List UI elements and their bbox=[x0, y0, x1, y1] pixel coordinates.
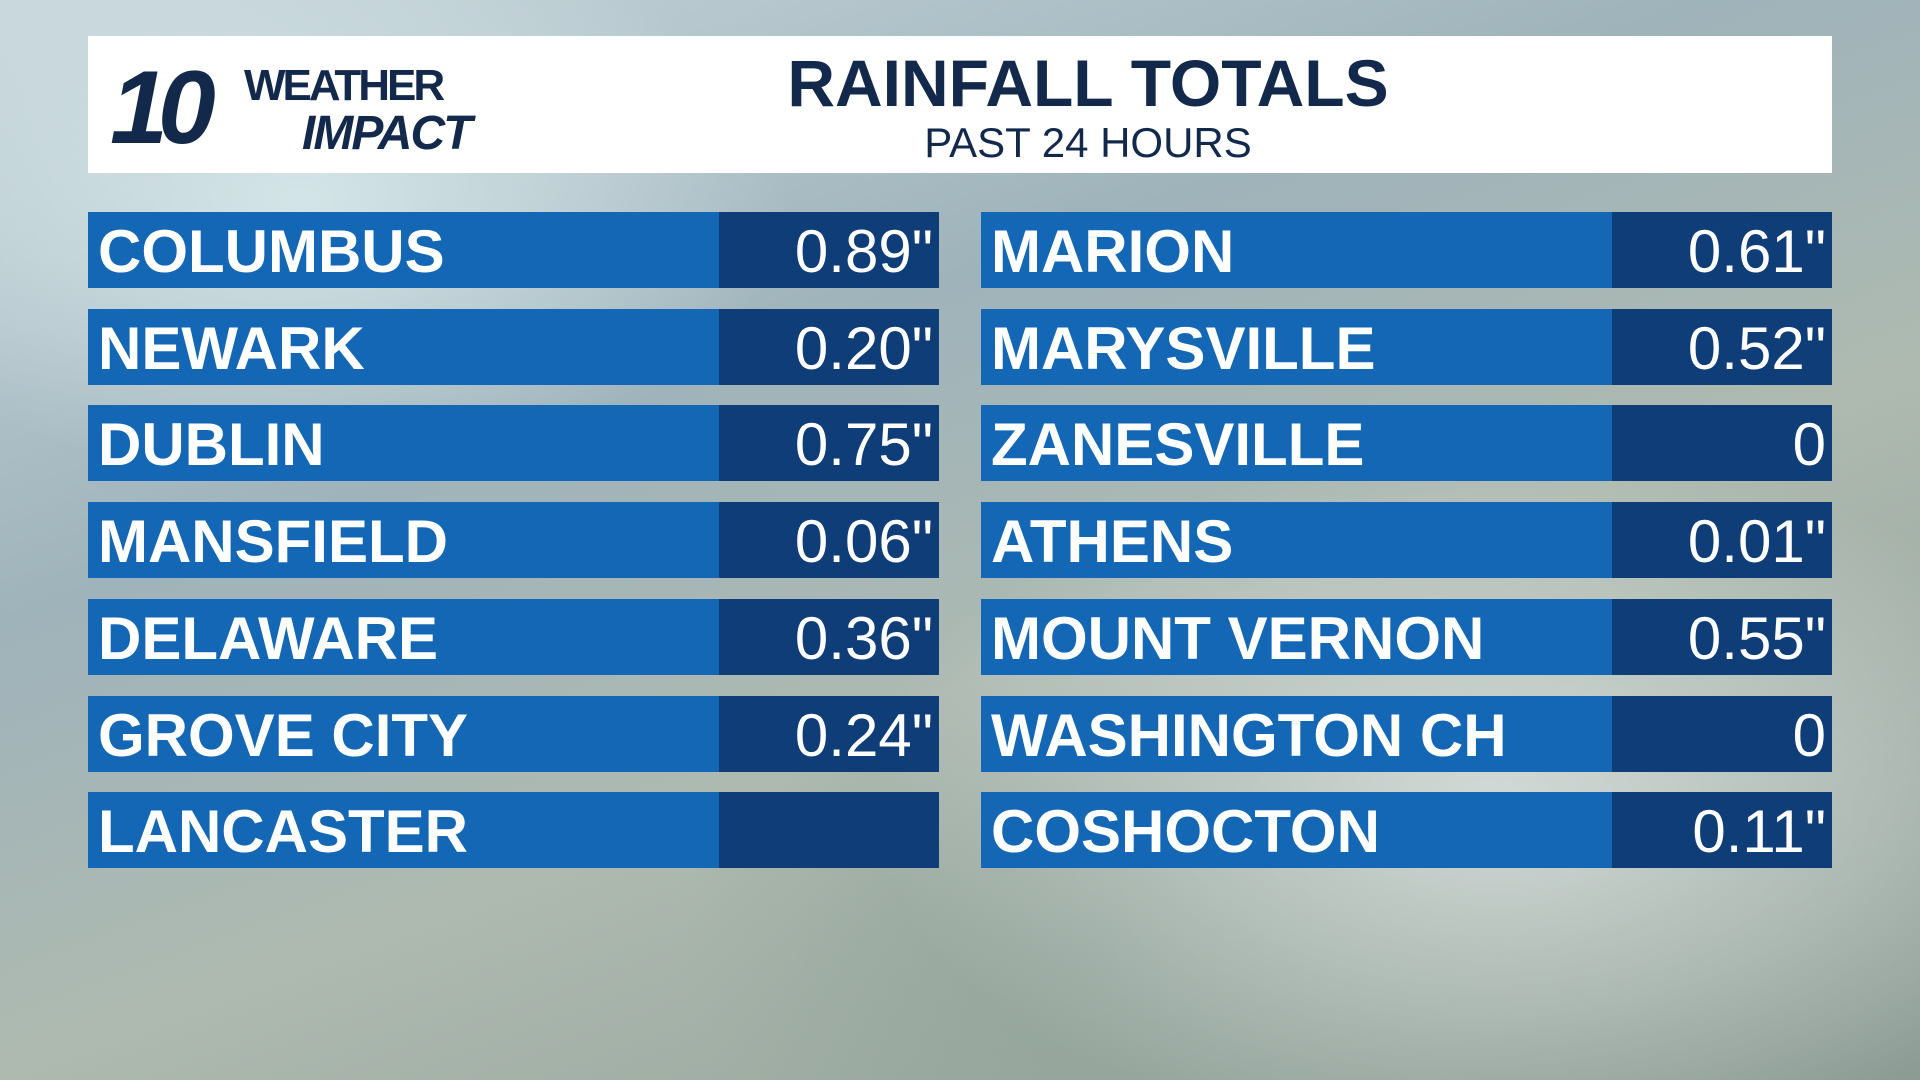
rain-total: 0.75" bbox=[794, 411, 933, 479]
table-row: MOUNT VERNON 0.55" bbox=[981, 598, 1832, 675]
rain-total: 0.55" bbox=[1687, 604, 1826, 672]
value-box: 0.01" bbox=[1612, 502, 1832, 579]
city-name: NEWARK bbox=[98, 314, 365, 382]
city-name: MARION bbox=[991, 218, 1235, 285]
rain-total: 0.61" bbox=[1687, 218, 1826, 285]
table-row: DUBLIN 0.75" bbox=[88, 405, 939, 482]
value-box: 0.89" bbox=[719, 212, 939, 288]
table-row: ATHENS 0.01" bbox=[981, 502, 1832, 579]
rain-total: 0.20" bbox=[794, 314, 933, 382]
rain-total: 0 bbox=[1792, 411, 1826, 479]
rain-total: 0 bbox=[1792, 701, 1826, 769]
value-box: 0.61" bbox=[1612, 212, 1832, 288]
city-name: COLUMBUS bbox=[98, 218, 445, 285]
logo-text: IMPACT bbox=[302, 107, 472, 160]
city-name: DELAWARE bbox=[98, 604, 439, 672]
rain-total: 0.01" bbox=[1687, 508, 1826, 576]
rain-total: 0.11" bbox=[1692, 798, 1826, 866]
logo-text: WEATHER bbox=[244, 61, 445, 110]
city-name: LANCASTER bbox=[98, 798, 468, 866]
table-row: ZANESVILLE 0 bbox=[981, 405, 1832, 482]
value-box: 0 bbox=[1612, 405, 1832, 482]
header: 10 WEATHER IMPACT RAINFALL TOTALS PAST 2… bbox=[88, 36, 1832, 173]
city-name: ATHENS bbox=[991, 508, 1234, 576]
table-row: WASHINGTON CH 0 bbox=[981, 695, 1832, 772]
city-name: WASHINGTON CH bbox=[991, 701, 1507, 769]
rain-total: 0.36" bbox=[794, 604, 933, 672]
table-row: MARYSVILLE 0.52" bbox=[981, 308, 1832, 385]
value-box: 0.24" bbox=[719, 695, 939, 772]
city-name: DUBLIN bbox=[98, 411, 325, 479]
value-box: 0.52" bbox=[1612, 308, 1832, 385]
value-box: 0.20" bbox=[719, 308, 939, 385]
table-row: COLUMBUS 0.89" bbox=[88, 212, 939, 288]
table-row: NEWARK 0.20" bbox=[88, 308, 939, 385]
city-name: MANSFIELD bbox=[98, 508, 448, 576]
rain-total: 0.89" bbox=[794, 218, 933, 285]
table-row: DELAWARE 0.36" bbox=[88, 598, 939, 675]
value-box: 0.06" bbox=[719, 502, 939, 579]
rain-total: 0.52" bbox=[1687, 314, 1826, 382]
title: RAINFALL TOTALS bbox=[787, 46, 1389, 120]
rain-total: 0.06" bbox=[794, 508, 933, 576]
city-name: MARYSVILLE bbox=[991, 314, 1376, 382]
value-box: 0.75" bbox=[719, 405, 939, 482]
value-box: 0.36" bbox=[719, 598, 939, 675]
city-name: MOUNT VERNON bbox=[991, 604, 1485, 672]
rain-total: 0.24" bbox=[794, 701, 933, 769]
city-name: GROVE CITY bbox=[98, 701, 469, 769]
value-box: 0 bbox=[1612, 695, 1832, 772]
value-box: 0.55" bbox=[1612, 598, 1832, 675]
table-row: COSHOCTON 0.11" bbox=[981, 792, 1832, 869]
table-row: GROVE CITY 0.24" bbox=[88, 695, 939, 772]
table-row: MARION 0.61" bbox=[981, 212, 1832, 288]
value-box bbox=[719, 792, 939, 869]
city-name: ZANESVILLE bbox=[991, 411, 1365, 479]
subtitle: PAST 24 HOURS bbox=[924, 119, 1252, 166]
city-name: COSHOCTON bbox=[991, 798, 1380, 866]
table-row: LANCASTER bbox=[88, 792, 939, 869]
table-row: MANSFIELD 0.06" bbox=[88, 502, 939, 579]
value-box: 0.11" bbox=[1612, 792, 1832, 869]
logo-number: 10 bbox=[110, 50, 216, 166]
